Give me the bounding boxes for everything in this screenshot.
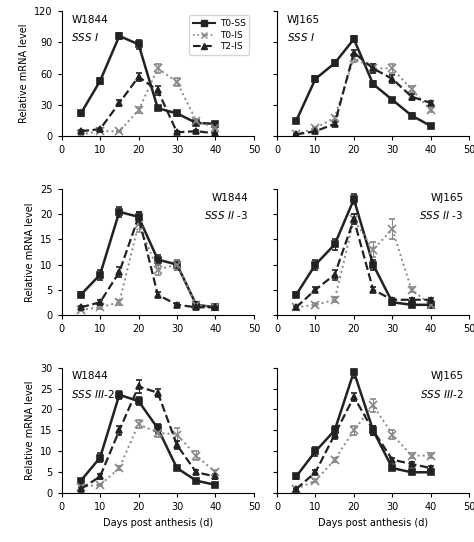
Y-axis label: Relative mRNA level: Relative mRNA level: [25, 380, 35, 480]
Text: WJ165: WJ165: [430, 371, 464, 382]
X-axis label: Days post anthesis (d): Days post anthesis (d): [318, 518, 428, 528]
Text: WJ165: WJ165: [287, 15, 320, 24]
Text: $\it{SSS\ I}$: $\it{SSS\ I}$: [71, 31, 99, 43]
Text: $\it{SSS\ II\ \text{-}3}$: $\it{SSS\ II\ \text{-}3}$: [204, 209, 248, 221]
Text: W1844: W1844: [71, 371, 108, 382]
Y-axis label: Relative mRNA level: Relative mRNA level: [25, 202, 35, 302]
X-axis label: Days post anthesis (d): Days post anthesis (d): [103, 518, 213, 528]
Legend: T0-SS, T0-IS, T2-IS: T0-SS, T0-IS, T2-IS: [189, 15, 249, 55]
Text: $\it{SSS\ II\ \text{-}3}$: $\it{SSS\ II\ \text{-}3}$: [419, 209, 464, 221]
Text: W1844: W1844: [211, 193, 248, 203]
Text: $\it{SSS\ I}$: $\it{SSS\ I}$: [287, 31, 314, 43]
Text: $\it{SSS\ III\text{-}2}$: $\it{SSS\ III\text{-}2}$: [71, 388, 115, 399]
Text: WJ165: WJ165: [430, 193, 464, 203]
Text: $\it{SSS\ III\text{-}2}$: $\it{SSS\ III\text{-}2}$: [420, 388, 464, 399]
Text: W1844: W1844: [71, 15, 108, 24]
Y-axis label: Relative mRNA level: Relative mRNA level: [18, 24, 28, 124]
